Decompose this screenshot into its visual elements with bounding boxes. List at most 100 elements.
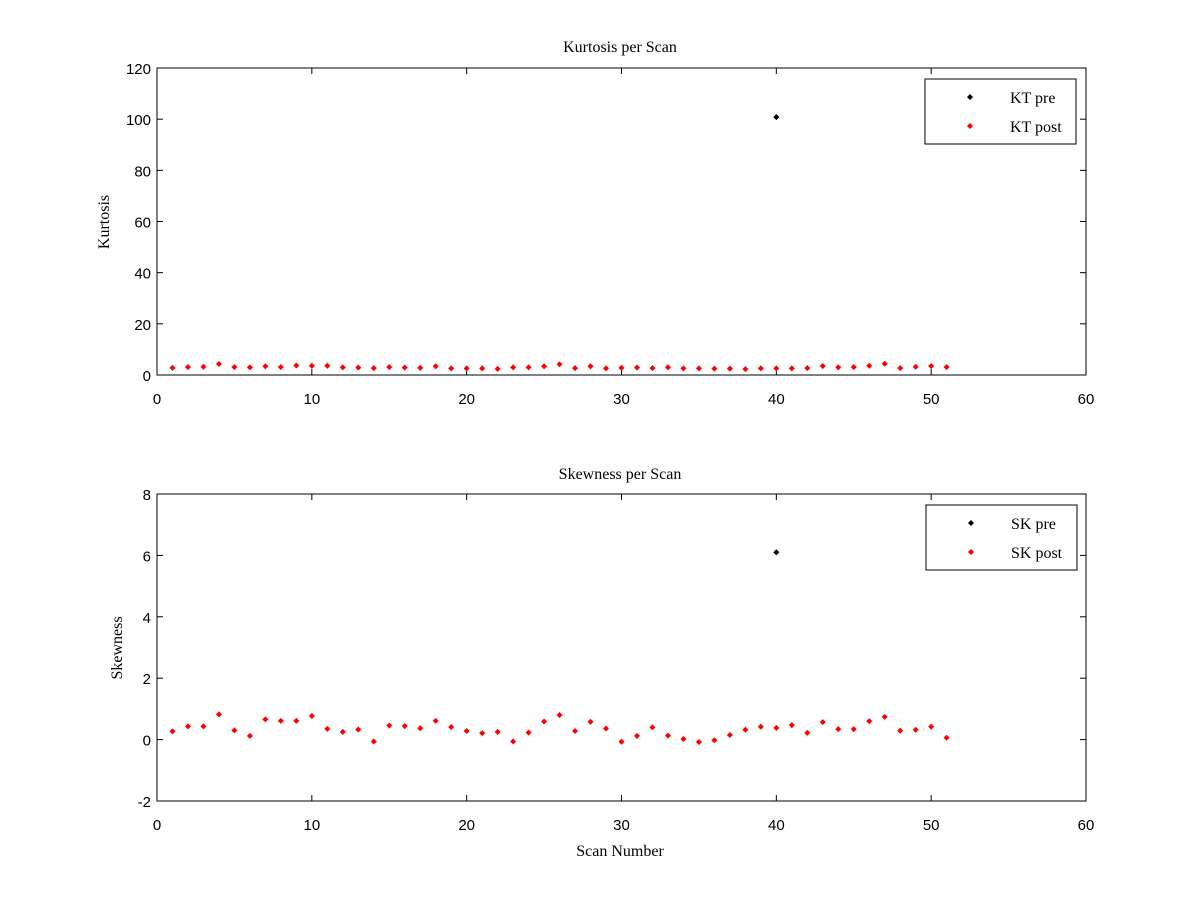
- kurtosis-series-1-point-16: [417, 364, 424, 371]
- kurtosis-plot-frame: [156, 67, 1087, 376]
- kurtosis-title: Kurtosis per Scan: [563, 39, 677, 56]
- skewness-series-1-point-34: [695, 739, 702, 746]
- skewness-legend: SK pre SK post: [925, 504, 1078, 571]
- kurtosis-series-1-point-35: [711, 365, 718, 372]
- skewness-series-1-point-27: [587, 718, 594, 725]
- skewness-legend-label-0: SK pre: [1011, 516, 1056, 533]
- skewness-series-1-point-11: [339, 728, 346, 735]
- skewness-legend-label-1: SK post: [1011, 545, 1063, 562]
- skewness-series-1-point-31: [649, 724, 656, 731]
- kurtosis-x-tick-label-2: 20: [458, 391, 475, 408]
- skewness-series-1-point-47: [897, 727, 904, 734]
- kurtosis-series-1-point-42: [819, 363, 826, 370]
- skewness-series-1-point-17: [432, 717, 439, 724]
- skewness-series-1-point-42: [819, 719, 826, 726]
- skewness-y-tick-label-3: 4: [143, 610, 151, 627]
- kurtosis-series-1-point-7: [277, 364, 284, 371]
- kurtosis-y-tick-label-0: 0: [143, 368, 151, 385]
- kurtosis-series-1-point-43: [835, 364, 842, 371]
- kurtosis-series-1-point-38: [757, 365, 764, 372]
- skewness-series-1-point-18: [448, 723, 455, 731]
- skewness-series-1-point-26: [572, 727, 579, 735]
- kurtosis-series-1-point-28: [602, 365, 610, 372]
- skewness-x-tick-label-4: 40: [768, 817, 785, 834]
- skewness-series-1-point-48: [912, 726, 919, 733]
- kurtosis-series-1-point-39: [773, 365, 780, 372]
- kurtosis-series-1-point-15: [401, 364, 408, 371]
- kurtosis-y-tick-label-4: 80: [134, 163, 151, 180]
- kurtosis-series-1-point-4: [231, 364, 238, 371]
- kurtosis-legend-box: [924, 78, 1077, 145]
- skewness-x-tick-label-3: 30: [613, 817, 630, 834]
- skewness-series-1-point-22: [510, 738, 517, 745]
- skewness-series: [169, 549, 950, 746]
- kurtosis-series-1-point-14: [386, 364, 393, 371]
- skewness-title: Skewness per Scan: [559, 466, 682, 483]
- skewness-series-1-point-40: [788, 722, 795, 729]
- skewness-series-1-point-0: [169, 728, 176, 735]
- kurtosis-series-1-point-12: [355, 364, 362, 371]
- skewness-x-tick-label-6: 60: [1078, 817, 1095, 834]
- kurtosis-x-tick-label-4: 40: [768, 391, 785, 408]
- skewness-series-1-point-32: [664, 732, 671, 739]
- skewness-series-1-point-12: [355, 726, 362, 733]
- skewness-series-1-point-19: [463, 727, 470, 735]
- kurtosis-series-1-point-8: [293, 362, 300, 369]
- skewness-series-1-point-46: [881, 713, 888, 720]
- kurtosis-series-1-point-30: [633, 364, 641, 371]
- skewness-series-1-point-5: [246, 732, 253, 739]
- kurtosis-series-1-point-19: [463, 365, 470, 372]
- kurtosis-x-tick-label-5: 50: [923, 391, 940, 408]
- kurtosis-series: [169, 114, 950, 373]
- kurtosis-series-1-point-46: [881, 360, 888, 367]
- kurtosis-ticks: 0 10 20 30 40 50 60 0 20 40 60 80 100 120: [126, 61, 1094, 408]
- kurtosis-series-1-point-3: [215, 360, 222, 368]
- skewness-series-1-point-13: [370, 738, 377, 745]
- skewness-x-tick-label-2: 20: [458, 817, 475, 834]
- skewness-series-1-point-39: [773, 724, 780, 731]
- kurtosis-series-1-point-32: [664, 364, 671, 371]
- kurtosis-series-1-point-33: [680, 365, 687, 372]
- skewness-series-1-point-37: [742, 726, 749, 733]
- kurtosis-series-1-point-10: [324, 362, 331, 369]
- skewness-series-1-point-15: [401, 723, 408, 730]
- kurtosis-series-1-point-0: [169, 364, 176, 371]
- skewness-legend-marker-1: [967, 548, 975, 556]
- skewness-series-1-point-36: [726, 731, 733, 739]
- kurtosis-series-1-point-1: [184, 364, 191, 371]
- kurtosis-series-1-point-2: [200, 363, 207, 370]
- skewness-plot-frame: [156, 493, 1087, 802]
- kurtosis-series-1-point-45: [866, 362, 873, 369]
- kurtosis-series-1-point-11: [339, 364, 346, 371]
- kurtosis-legend-label-1: KT post: [1010, 119, 1062, 136]
- kurtosis-series-1-point-17: [432, 363, 439, 370]
- skewness-series-1-point-49: [928, 723, 935, 730]
- skewness-series-1-point-20: [479, 730, 486, 737]
- kurtosis-series-1-point-18: [448, 365, 455, 372]
- kurtosis-series-1-point-23: [525, 364, 532, 371]
- kurtosis-x-tick-label-3: 30: [613, 391, 630, 408]
- skewness-x-axis-label: Scan Number: [576, 843, 664, 860]
- skewness-series-1-point-10: [324, 725, 331, 732]
- skewness-series-1-point-3: [215, 711, 222, 718]
- skewness-legend-marker-0: [967, 519, 975, 527]
- kurtosis-series-1-point-47: [897, 365, 904, 372]
- kurtosis-legend-marker-1: [966, 122, 974, 130]
- kurtosis-y-tick-label-1: 20: [134, 317, 151, 334]
- kurtosis-series-1-point-25: [556, 361, 563, 368]
- skewness-x-tick-label-5: 50: [923, 817, 940, 834]
- skewness-series-1-point-4: [231, 727, 238, 734]
- kurtosis-legend: KT pre KT post: [924, 78, 1077, 145]
- kurtosis-series-1-point-6: [262, 363, 269, 370]
- kurtosis-y-tick-label-5: 100: [126, 112, 151, 129]
- skewness-series-1-point-44: [850, 726, 857, 733]
- skewness-series-1-point-35: [711, 737, 718, 744]
- kurtosis-x-tick-label-0: 0: [153, 391, 161, 408]
- kurtosis-series-1-point-50: [943, 364, 950, 371]
- skewness-series-1-point-24: [541, 718, 548, 725]
- skewness-series-1-point-28: [602, 725, 610, 732]
- skewness-series-1-point-41: [804, 729, 811, 736]
- skewness-y-tick-label-0: -2: [138, 794, 151, 811]
- skewness-series-1-point-21: [494, 728, 501, 735]
